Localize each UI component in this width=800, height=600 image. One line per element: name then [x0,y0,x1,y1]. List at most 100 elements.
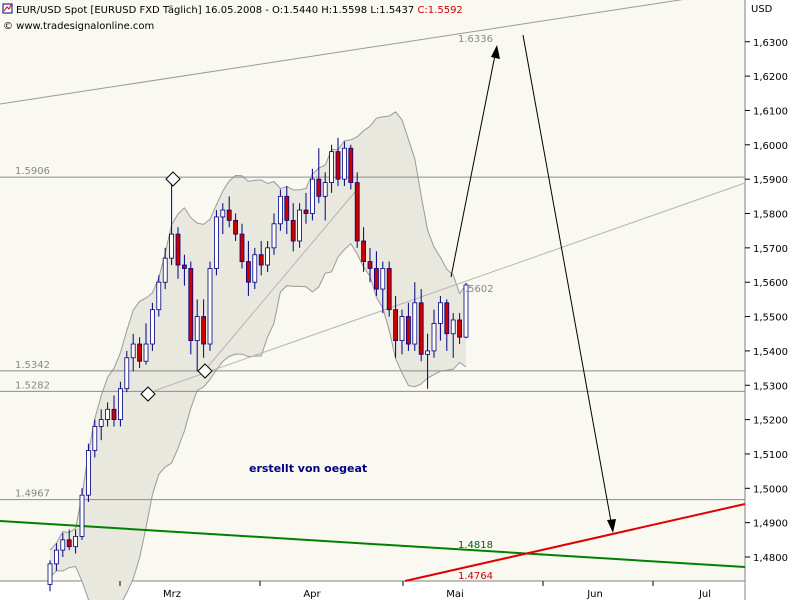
candle-body [60,539,66,551]
candle [175,227,181,279]
candle [341,141,347,187]
candle-body [86,450,91,496]
y-axis: 1,4800 1,4900 1,5000 1,5100 1,5200 1,5300 1,54… [745,38,788,564]
candle-body [418,302,424,355]
y-tick-label: 1,5400 [753,347,788,358]
candle-body [162,257,168,283]
candle-body [188,268,194,341]
candlestick-series [47,137,469,592]
candle [54,543,59,571]
candle [399,309,405,355]
candle [335,137,341,187]
reference-line-label: 1.5342 [15,360,50,371]
candle-body [463,284,469,338]
candle [252,247,258,290]
candle-body [367,261,373,269]
candle [130,333,136,372]
candle [162,247,168,290]
candle [367,247,373,283]
candle-body [316,178,322,197]
candle-body [405,316,411,345]
y-tick-label: 1,5100 [753,450,788,461]
candle [297,203,303,248]
bollinger-band-lower [49,242,467,600]
candle [437,295,443,341]
candle [463,282,469,339]
candle [149,302,155,351]
candle [233,213,239,241]
upper-channel-line [0,0,683,105]
candle [329,144,335,193]
forecast-arrows [450,34,616,533]
header-title-text: EUR/USD Spot [EURUSD FXD Täglich] 16.05.… [16,5,417,16]
candle [105,402,110,427]
candle-body [245,261,251,283]
candle-body [373,268,379,290]
x-tick-label: Jul [698,589,711,600]
candle [66,529,72,551]
candle-body [169,233,175,259]
pivot-marker-low-1 [140,386,156,402]
candle-body [239,233,245,262]
candle-body [329,151,335,183]
candle-body [54,549,59,565]
header-title: EUR/USD Spot [EURUSD FXD Täglich] 16.05.… [16,5,463,16]
candle [450,313,456,358]
candle-body [297,209,303,242]
pivot-markers [140,171,213,402]
candle [143,323,149,365]
support-trend-line [0,520,746,568]
support-line-label: 1.4818 [458,540,493,551]
candle-body [271,223,277,249]
candle-body [412,302,418,345]
candle-body [124,357,130,390]
candle-body [386,268,392,311]
candle [386,261,392,317]
header-icon [2,3,13,14]
reference-lines: 1.5906 1.5342 1.5282 1.4967 [0,166,745,501]
candle [412,282,418,351]
pivot-marker-low-2 [197,363,213,379]
candle-body [361,240,367,262]
candle-body [335,151,341,180]
candle [111,395,117,427]
y-tick-label: 1,6100 [753,106,788,117]
candle-body [79,494,85,537]
candle [194,299,200,372]
candle [303,192,309,224]
candle-body [175,233,181,266]
inner-trend-line [204,191,356,371]
bollinger-band-upper [49,111,467,551]
candle [220,203,226,235]
y-tick-label: 1,5900 [753,175,788,186]
annotation-text: erstellt von oegeat [249,462,367,475]
candle-body [118,388,123,420]
website-label: © www.tradesignalonline.com [3,21,154,32]
candle [239,223,245,269]
candle-body [354,182,360,242]
candle [354,172,360,248]
candle-body [220,209,226,218]
candle [188,261,194,355]
candle-body [130,343,136,359]
y-tick-label: 1,5000 [753,484,788,495]
projection-current-label: .5602 [465,284,494,295]
y-tick-label: 1,4800 [753,553,788,564]
candle [405,302,411,351]
candle [169,182,175,266]
x-tick-label: Mrz [163,589,181,600]
candle [118,381,123,427]
candle-body [290,219,296,242]
forecast-arrow-down [522,34,613,528]
resistance-line-label: 1.4764 [458,571,493,582]
candle [348,144,354,190]
price-axis [745,0,800,600]
y-tick-label: 1,6300 [753,38,788,49]
forecast-arrow-down-head [607,519,616,533]
reference-line-label: 1.5906 [15,166,50,177]
candle-body [425,350,431,355]
lower-channel-line [147,182,746,394]
candle [137,337,143,369]
y-tick-label: 1,6200 [753,72,788,83]
